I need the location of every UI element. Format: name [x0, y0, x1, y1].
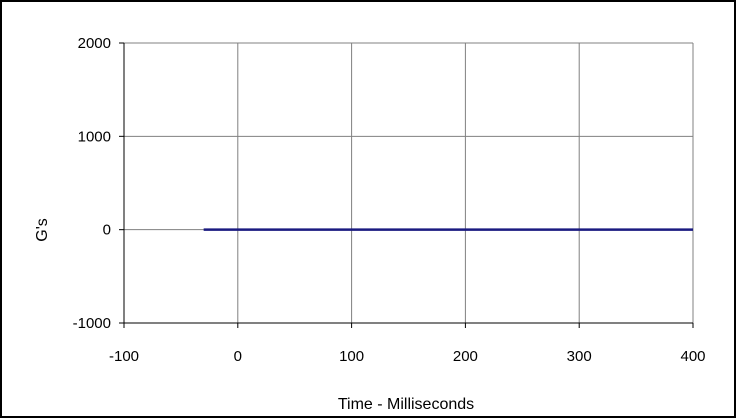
y-tick-label: 2000: [78, 35, 111, 52]
x-tick-label: 400: [680, 348, 705, 365]
x-tick-label: 200: [453, 348, 478, 365]
x-tick-label: 300: [567, 348, 592, 365]
y-tick-label: 0: [103, 222, 111, 239]
y-tick-label: -1000: [73, 315, 111, 332]
y-axis-label: G's: [34, 218, 51, 242]
x-tick-label: 100: [339, 348, 364, 365]
axes: [119, 42, 694, 328]
x-axis-label: Time - Milliseconds: [338, 396, 474, 413]
x-tick-label: -100: [109, 348, 139, 365]
y-tick-label: 1000: [78, 128, 111, 145]
x-tick-label: 0: [234, 348, 242, 365]
